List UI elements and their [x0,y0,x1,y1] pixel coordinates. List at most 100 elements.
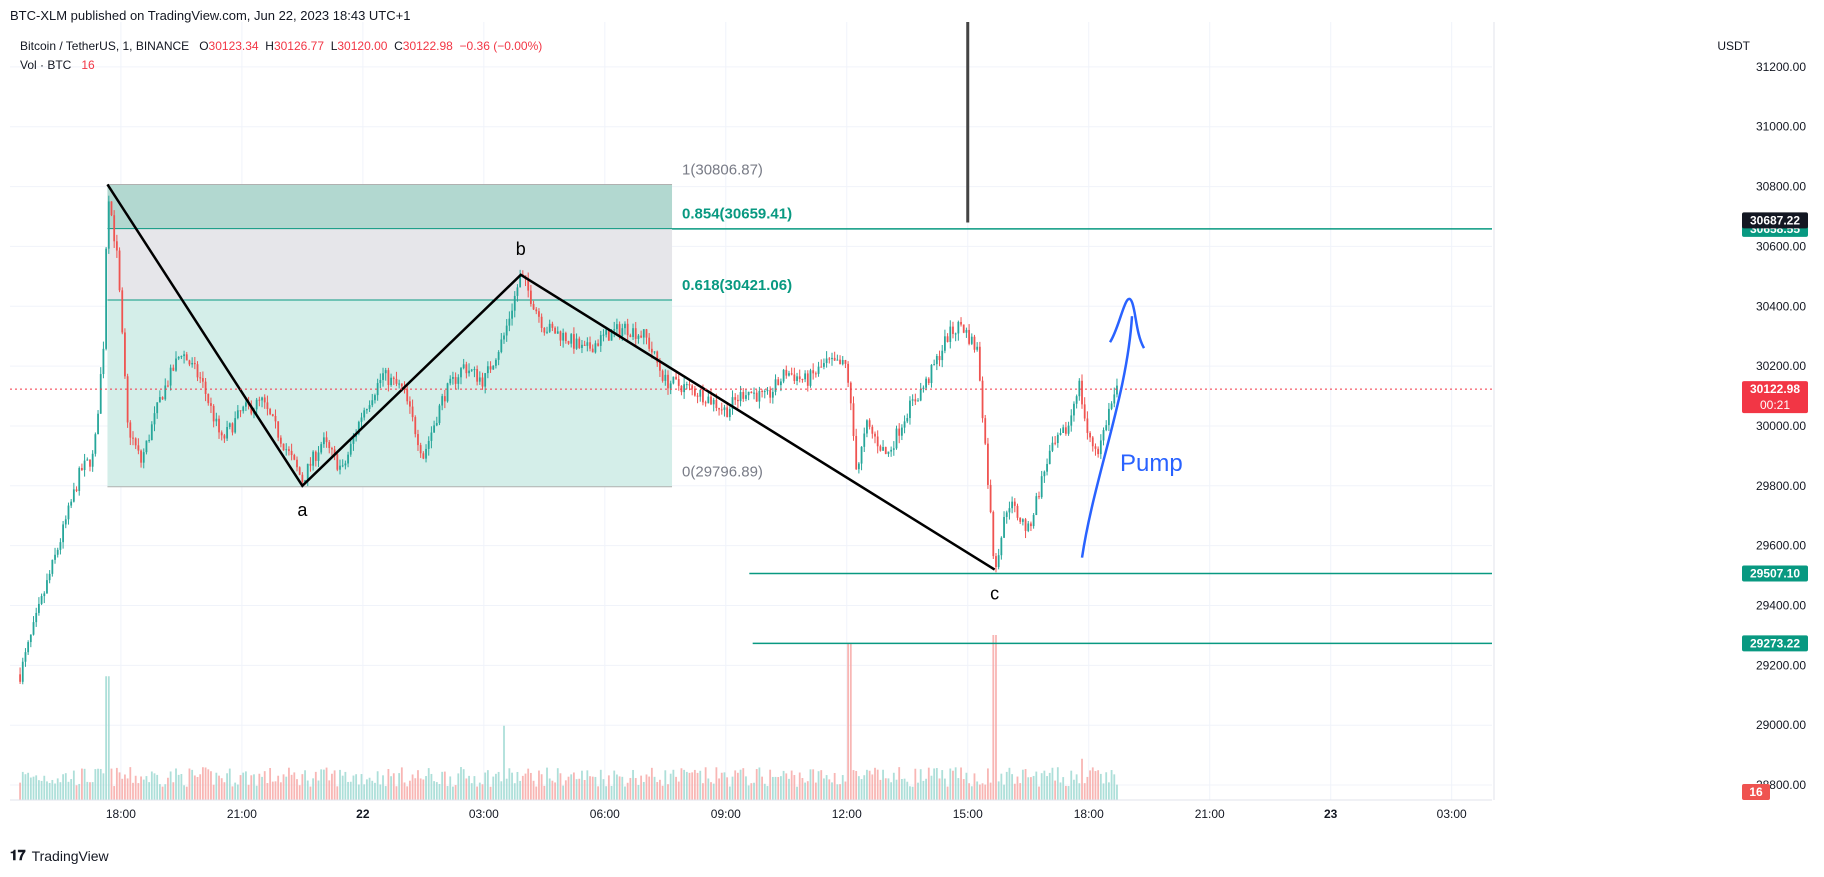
volume-bar [215,772,218,800]
symbol-name[interactable]: Bitcoin / TetherUS, 1, BINANCE [20,39,190,53]
candle-body [664,374,667,381]
volume-bar [1030,777,1032,800]
volume-bar [331,773,333,800]
fib-zone-0854-0618 [107,228,673,300]
candle-body [874,433,876,437]
volume-bar [368,777,371,800]
volume-bar [833,772,836,800]
volume-bar [427,768,430,800]
volume-bar [728,786,731,800]
candle-body [269,408,272,415]
candle-body [81,468,83,470]
candle-body [747,391,750,396]
volume-bar [1110,770,1113,800]
open-label: O [199,39,209,53]
volume-bar [132,782,134,800]
volume-bar [898,767,901,800]
candle-body [707,396,710,404]
volume-bar [1089,770,1091,800]
volume-bar [180,773,183,800]
candle-body [1078,380,1081,397]
candle-body [438,405,441,424]
volume-bar [371,780,374,800]
candle-body [1097,448,1100,455]
volume-bar [210,771,212,800]
volume-bar [984,784,987,800]
candle-body [384,370,387,374]
volume-bar [532,780,535,800]
candle-body [263,397,266,403]
candle-body [430,432,433,441]
volume-bar [193,775,196,800]
volume-bar [462,769,465,800]
tradingview-brand[interactable]: 𝟏𝟕 TradingView [10,847,109,864]
volume-bar [868,770,871,800]
volume-bar [785,773,788,800]
volume-bar [954,767,957,800]
volume-bar [247,784,250,800]
candle-body [167,385,169,387]
volume-bar [449,776,452,800]
volume-bar [634,778,637,800]
volume-bar [500,781,503,800]
volume-bar [556,768,559,800]
candle-body [516,287,519,296]
candle-body [903,421,906,428]
volume-bar [328,780,331,800]
candle-body [626,323,629,336]
candle-body [328,442,331,449]
volume-bar [753,782,755,800]
candle-body [511,310,513,319]
volume-bar [780,776,782,800]
candle-body [365,408,368,411]
volume-bar [747,785,750,800]
volume-bar [285,776,288,800]
candle-body [478,377,481,382]
volume-bar [852,770,855,800]
candle-body [1102,430,1105,441]
volume-bar [922,780,925,800]
candle-body [78,468,81,491]
volume-bar [712,783,715,800]
volume-bar [35,775,38,800]
candle-body [1091,437,1094,447]
volume-bar [411,774,414,800]
candle-body [1030,523,1032,527]
volume-bar [446,786,449,800]
volume-bar [610,785,613,800]
volume-bar [263,771,266,800]
volume-label[interactable]: Vol · BTC [20,58,72,72]
volume-bar [519,780,522,800]
volume-bar [825,775,828,800]
candle-body [132,437,134,439]
volume-bar [481,784,484,800]
candle-body [503,335,505,340]
candle-body [836,359,839,361]
volume-bar [201,767,204,800]
candle-body [382,373,384,380]
volume-bar [478,782,481,800]
candle-body [492,365,495,370]
volume-bar [863,775,866,800]
candle-body [126,376,129,423]
volume-bar [363,784,366,800]
volume-bar [1083,783,1086,800]
candle-body [32,622,35,635]
volume-bar [586,770,589,800]
candle-body [441,396,444,406]
candle-body [761,390,763,392]
volume-bar [538,770,540,800]
candle-body [833,357,836,361]
candle-body [559,331,562,341]
volume-bar [857,776,860,800]
volume-bar [374,782,376,800]
volume-bar [97,768,99,800]
volume-bar [788,778,790,800]
candle-body [320,444,323,453]
volume-bar [667,784,669,800]
volume-bar [218,775,220,800]
candle-body [70,501,73,506]
candle-body [110,201,113,216]
